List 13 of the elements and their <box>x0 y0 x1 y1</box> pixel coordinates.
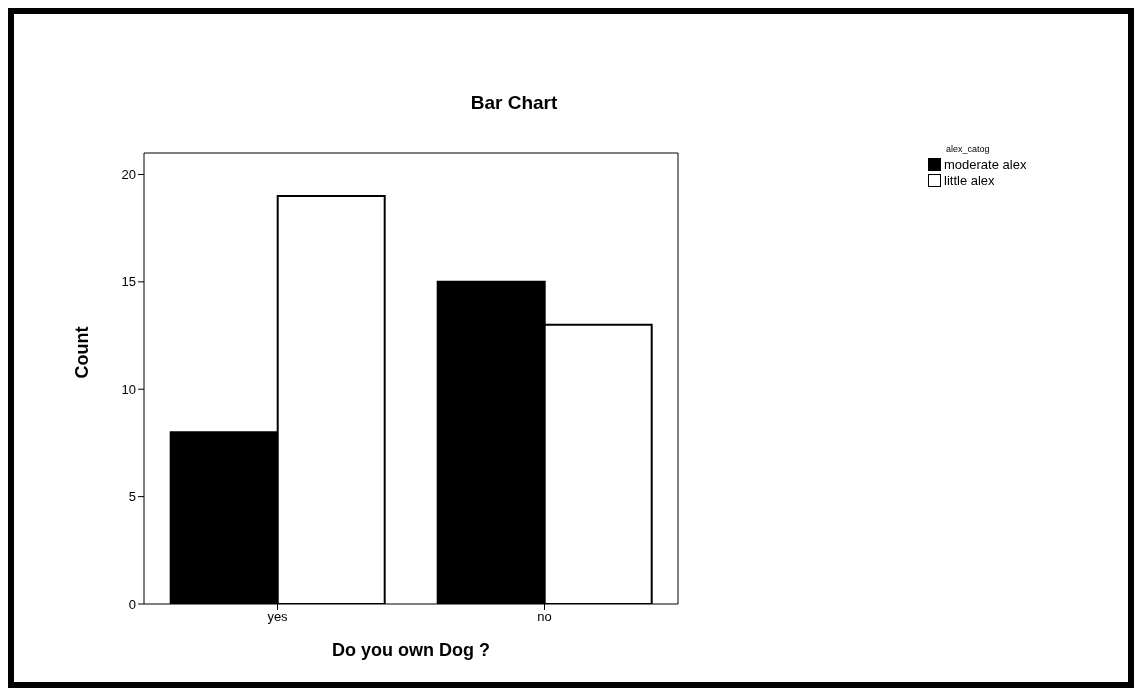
legend-label: little alex <box>944 172 995 188</box>
y-tick-label: 10 <box>121 381 136 397</box>
y-tick-label: 20 <box>121 167 136 183</box>
legend-title: alex_catog <box>946 144 991 154</box>
legend-label: moderate alex <box>944 156 1027 172</box>
y-tick-label: 15 <box>121 274 136 290</box>
x-axis-title: Do you own Dog ? <box>332 640 490 660</box>
x-tick-label: no <box>537 609 552 625</box>
y-tick-label: 0 <box>128 596 136 612</box>
x-tick-label: yes <box>267 609 289 625</box>
chart-title: Bar Chart <box>469 92 559 114</box>
y-axis-title: Count <box>72 326 93 379</box>
y-tick-label: 5 <box>128 489 136 505</box>
